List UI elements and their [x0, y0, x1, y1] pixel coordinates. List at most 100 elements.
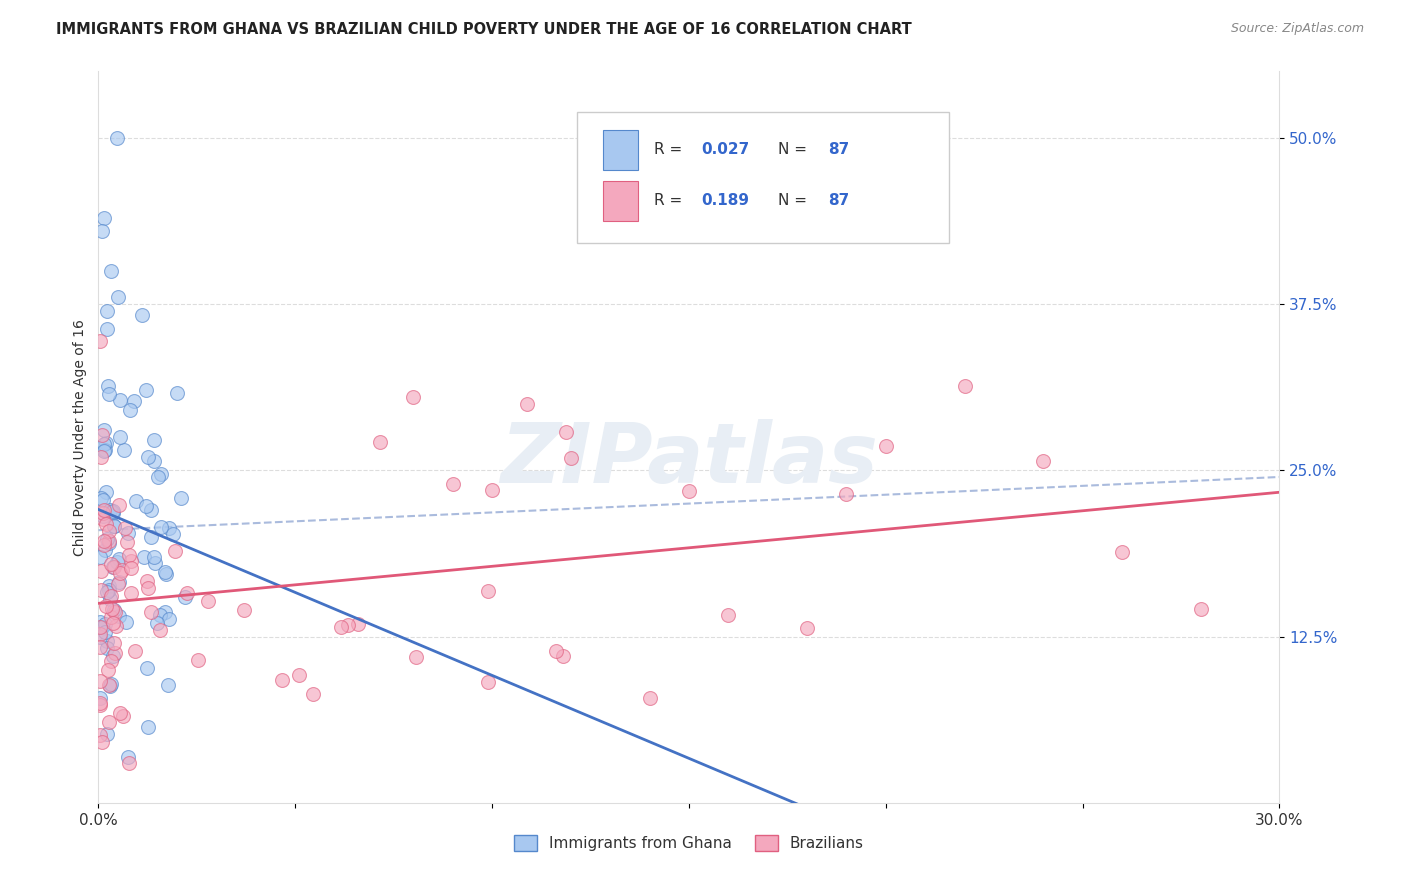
Brazilians — [118, 756, 141, 770]
Immigrants from Ghana — [96, 322, 118, 336]
Brazilians — [835, 487, 858, 501]
Immigrants from Ghana — [112, 442, 135, 457]
Brazilians — [117, 535, 139, 549]
Immigrants from Ghana — [107, 609, 129, 624]
Brazilians — [165, 544, 187, 558]
Immigrants from Ghana — [157, 520, 180, 534]
Immigrants from Ghana — [117, 526, 139, 541]
Brazilians — [100, 589, 122, 603]
Brazilians — [124, 644, 146, 658]
Brazilians — [97, 715, 120, 730]
Brazilians — [98, 524, 121, 539]
Brazilians — [107, 576, 129, 591]
Immigrants from Ghana — [96, 633, 118, 648]
Immigrants from Ghana — [91, 224, 114, 238]
Immigrants from Ghana — [96, 303, 118, 318]
Immigrants from Ghana — [96, 727, 118, 741]
Immigrants from Ghana — [98, 503, 121, 517]
Immigrants from Ghana — [101, 504, 124, 518]
Immigrants from Ghana — [98, 582, 121, 597]
FancyBboxPatch shape — [576, 112, 949, 244]
Brazilians — [717, 608, 740, 623]
Brazilians — [94, 516, 117, 531]
Brazilians — [1032, 454, 1054, 468]
Immigrants from Ghana — [155, 567, 177, 582]
Immigrants from Ghana — [153, 605, 176, 619]
Immigrants from Ghana — [103, 519, 125, 533]
Brazilians — [93, 534, 115, 549]
Brazilians — [89, 698, 111, 712]
Immigrants from Ghana — [108, 430, 131, 444]
Immigrants from Ghana — [100, 264, 122, 278]
Brazilians — [103, 635, 125, 649]
Brazilians — [104, 646, 127, 660]
Brazilians — [187, 653, 209, 667]
Y-axis label: Child Poverty Under the Age of 16: Child Poverty Under the Age of 16 — [73, 318, 87, 556]
Brazilians — [91, 428, 114, 442]
Immigrants from Ghana — [142, 454, 165, 468]
Brazilians — [875, 439, 897, 453]
Brazilians — [555, 425, 578, 439]
Immigrants from Ghana — [149, 607, 172, 622]
FancyBboxPatch shape — [603, 130, 638, 170]
Brazilians — [638, 690, 661, 705]
Brazilians — [89, 728, 111, 742]
Immigrants from Ghana — [150, 520, 173, 534]
Brazilians — [89, 620, 111, 634]
Brazilians — [91, 511, 114, 525]
Brazilians — [90, 450, 112, 464]
Brazilians — [112, 709, 135, 723]
Immigrants from Ghana — [94, 625, 117, 640]
Immigrants from Ghana — [138, 720, 160, 734]
Brazilians — [405, 649, 427, 664]
Immigrants from Ghana — [125, 494, 148, 508]
Immigrants from Ghana — [96, 485, 118, 500]
Brazilians — [551, 649, 574, 664]
Text: R =: R = — [654, 194, 686, 209]
Brazilians — [544, 644, 567, 658]
Immigrants from Ghana — [98, 592, 121, 607]
Immigrants from Ghana — [146, 616, 169, 631]
Text: N =: N = — [778, 194, 811, 209]
FancyBboxPatch shape — [603, 181, 638, 221]
Brazilians — [108, 498, 131, 512]
Brazilians — [481, 483, 503, 497]
Immigrants from Ghana — [94, 543, 117, 558]
Immigrants from Ghana — [103, 648, 125, 663]
Brazilians — [89, 697, 111, 711]
Immigrants from Ghana — [122, 393, 145, 408]
Brazilians — [103, 560, 125, 574]
Immigrants from Ghana — [135, 499, 157, 513]
Immigrants from Ghana — [170, 491, 193, 506]
Brazilians — [149, 623, 172, 637]
Immigrants from Ghana — [143, 549, 166, 564]
Immigrants from Ghana — [94, 442, 117, 457]
Brazilians — [678, 483, 700, 498]
Brazilians — [176, 586, 198, 600]
Immigrants from Ghana — [97, 387, 120, 401]
Brazilians — [89, 334, 111, 348]
Brazilians — [337, 617, 360, 632]
Immigrants from Ghana — [107, 575, 129, 590]
Immigrants from Ghana — [139, 530, 162, 544]
Legend: Immigrants from Ghana, Brazilians: Immigrants from Ghana, Brazilians — [508, 830, 870, 857]
Brazilians — [120, 561, 142, 575]
Brazilians — [141, 605, 163, 619]
Immigrants from Ghana — [93, 211, 115, 225]
Text: 87: 87 — [828, 142, 849, 157]
Brazilians — [101, 602, 124, 616]
Brazilians — [93, 503, 115, 517]
Immigrants from Ghana — [89, 549, 111, 564]
Brazilians — [100, 609, 122, 624]
Brazilians — [197, 593, 219, 607]
Immigrants from Ghana — [96, 641, 118, 656]
Brazilians — [100, 654, 122, 668]
Brazilians — [98, 677, 121, 691]
Brazilians — [136, 574, 159, 588]
Brazilians — [100, 557, 122, 571]
Immigrants from Ghana — [157, 612, 180, 626]
Immigrants from Ghana — [142, 433, 165, 447]
Immigrants from Ghana — [89, 691, 111, 706]
Brazilians — [89, 627, 111, 641]
Immigrants from Ghana — [96, 532, 118, 546]
